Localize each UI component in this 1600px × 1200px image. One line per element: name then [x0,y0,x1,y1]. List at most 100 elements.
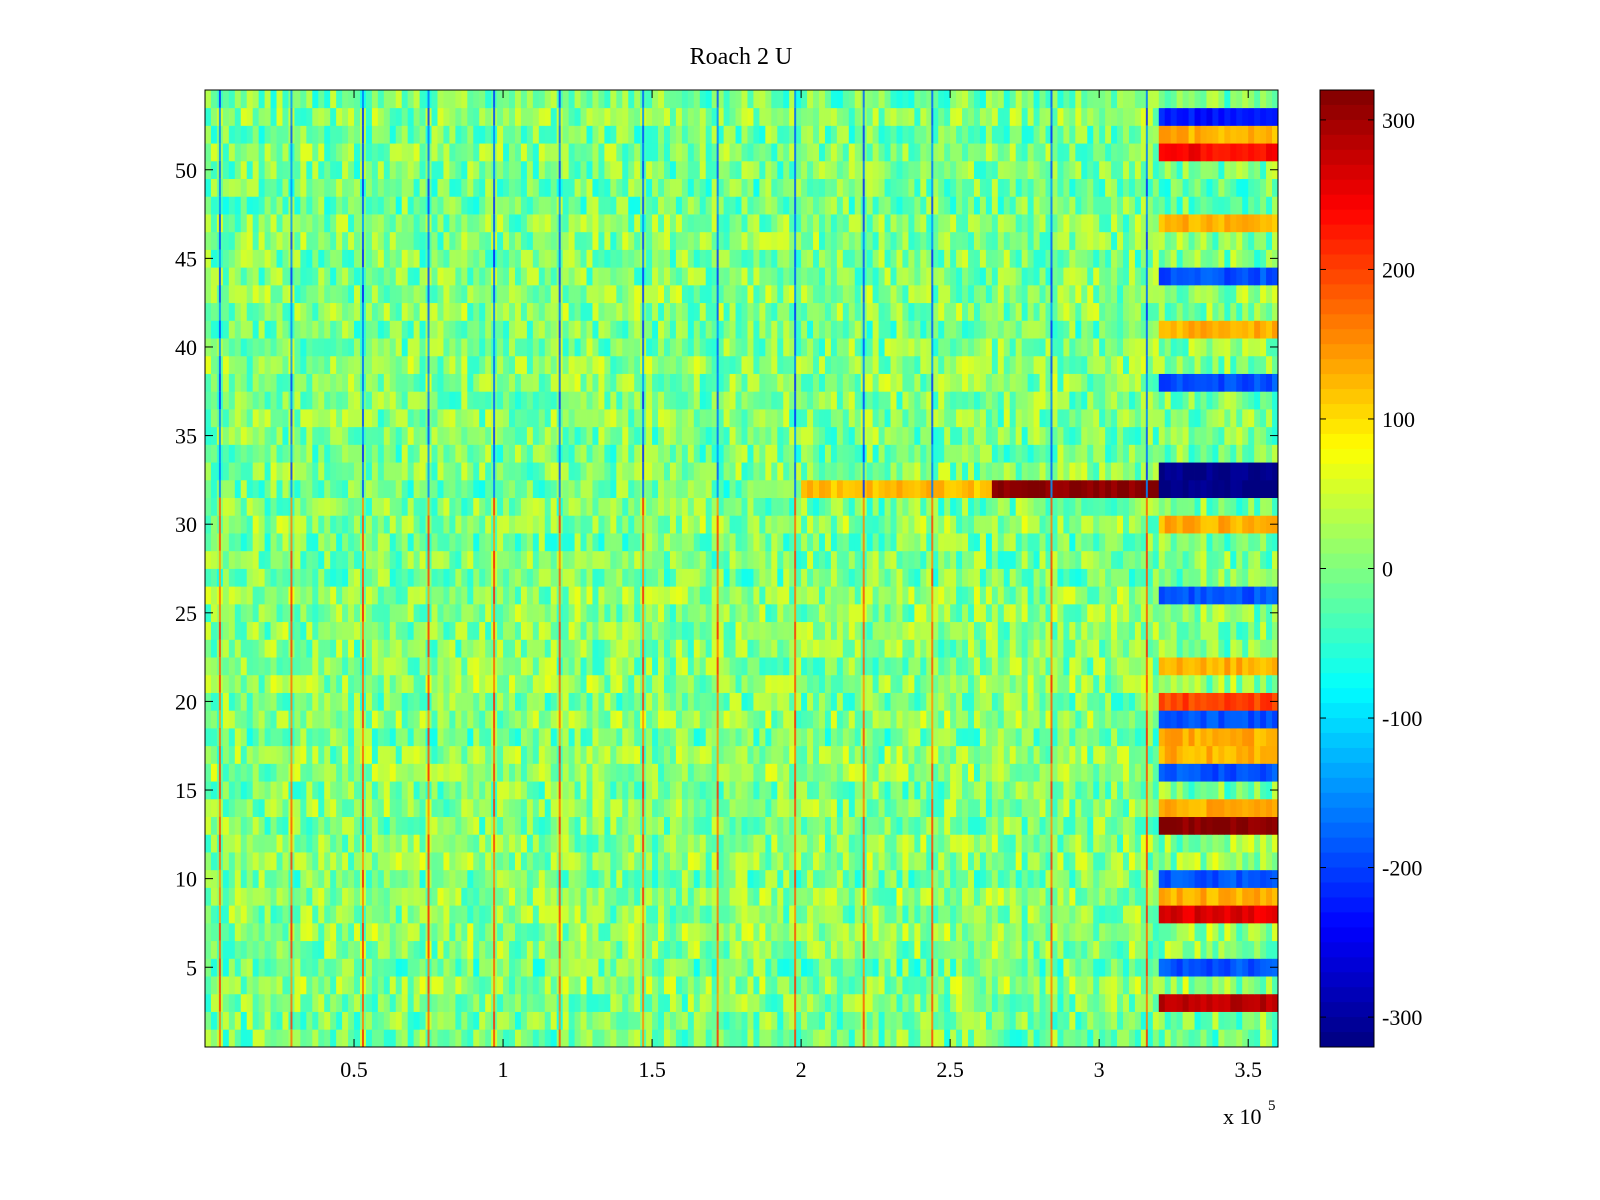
heatmap-cell [1003,745,1011,764]
heatmap-cell [723,852,730,871]
heatmap-cell [485,781,492,800]
heatmap-cell [741,940,748,959]
heatmap-cell [830,550,838,569]
heatmap-cell [890,798,897,818]
heatmap-cell [717,940,725,959]
heatmap-cell [991,586,999,605]
heatmap-cell [1200,798,1207,818]
heatmap-cell [1182,781,1189,800]
heatmap-cell [914,674,921,693]
heatmap-cell [461,710,468,729]
heatmap-cell [902,976,909,995]
heatmap-cell [1188,905,1195,924]
heatmap-cell [264,905,271,924]
heatmap-cell [920,639,927,658]
heatmap-cell [1218,568,1225,587]
heatmap-cell [234,993,242,1012]
heatmap-cell [210,1029,218,1048]
heatmap-cell [526,1029,534,1048]
heatmap-cell [1075,993,1082,1012]
heatmap-cell [1015,728,1023,747]
heatmap-cell [354,976,361,995]
heatmap-cell [538,745,546,764]
heatmap-cell [1260,922,1267,942]
heatmap-cell [735,550,742,569]
heatmap-cell [884,639,891,658]
heatmap-cell [664,976,671,995]
heatmap-cell [461,692,468,711]
heatmap-cell [538,852,546,871]
heatmap-cell [1075,692,1082,711]
heatmap-cell [383,1011,391,1030]
heatmap-cell [693,586,701,605]
heatmap-cell [759,781,766,800]
heatmap-cell [1093,692,1100,711]
heatmap-cell [610,887,617,906]
heatmap-cell [354,922,361,942]
heatmap-cell [1254,763,1261,782]
heatmap-cell [461,603,468,623]
heatmap-cell [1021,993,1029,1012]
heatmap-cell [979,958,987,977]
heatmap-cell [771,657,778,676]
heatmap-cell [610,621,617,640]
heatmap-cell [723,887,730,906]
heatmap-cell [717,1011,725,1030]
heatmap-cell [371,834,379,853]
heatmap-cell [866,940,874,959]
heatmap-cell [878,922,885,942]
heatmap-cell [884,1029,891,1048]
heatmap-cell [1152,834,1160,853]
heatmap-cell [783,887,790,906]
heatmap-cell [854,745,862,764]
heatmap-cell [431,798,438,818]
heatmap-cell [699,745,707,764]
heatmap-cell [365,922,373,942]
heatmap-cell [509,781,516,800]
heatmap-cell [401,621,409,640]
heatmap-cell [1242,621,1249,640]
heatmap-cell [616,1011,623,1030]
heatmap-cell [503,852,510,871]
heatmap-cell [890,976,897,995]
heatmap-cell [1117,674,1124,693]
heatmap-cell [413,816,420,835]
heatmap-cell [1242,834,1249,853]
heatmap-cell [801,586,808,605]
heatmap-cell [1206,639,1213,658]
heatmap-cell [1081,639,1088,658]
heatmap-cell [318,657,325,676]
heatmap-cell [437,586,444,605]
heatmap-cell [693,993,701,1012]
heatmap-cell [324,639,331,658]
heatmap-cell [562,550,570,569]
heatmap-cell [222,798,230,818]
heatmap-cell [896,922,903,942]
heatmap-cell [789,710,796,729]
heatmap-cell [485,922,492,942]
heatmap-cell [443,657,450,676]
heatmap-cell [687,728,695,747]
heatmap-cell [1003,887,1011,906]
heatmap-cell [610,958,617,977]
heatmap-cell [789,781,796,800]
heatmap-cell [431,603,438,623]
heatmap-cell [1158,639,1166,658]
heatmap-cell [616,798,623,818]
heatmap-cell [252,887,260,906]
heatmap-cell [210,657,218,676]
heatmap-cell [1123,958,1130,977]
heatmap-cell [395,798,403,818]
heatmap-cell [729,550,736,569]
heatmap-cell [330,674,337,693]
heatmap-cell [866,763,874,782]
heatmap-cell [634,586,641,605]
heatmap-cell [586,922,593,942]
heatmap-cell [1021,550,1029,569]
heatmap-cell [979,1029,987,1048]
heatmap-cell [1069,976,1076,995]
heatmap-cell [932,621,939,640]
heatmap-cell [717,887,725,906]
heatmap-cell [1063,798,1070,818]
heatmap-cell [1218,657,1225,676]
